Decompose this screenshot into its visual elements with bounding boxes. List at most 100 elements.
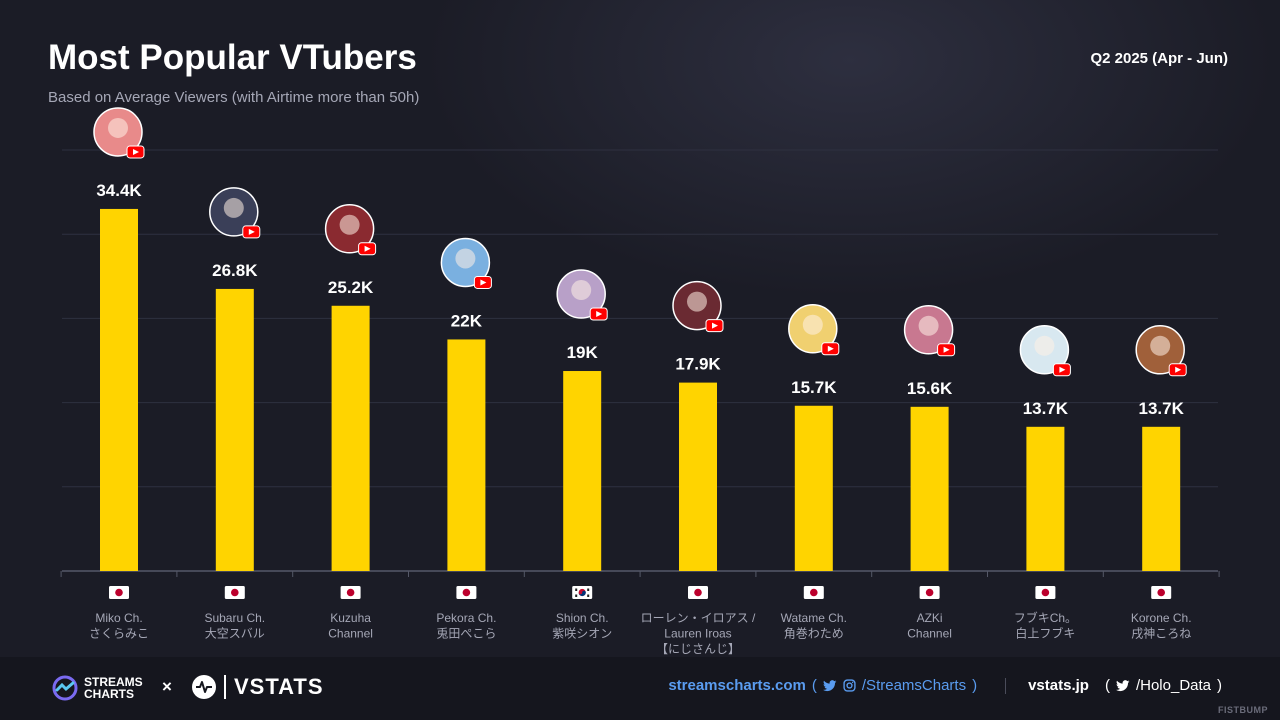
vstats-logo: VSTATS [192, 674, 324, 700]
footer-links: streamscharts.com ( /StreamsCharts ) vst… [668, 677, 1228, 694]
flag-japan-disc [346, 588, 355, 597]
footer: STREAMS CHARTS × VSTATS streamscharts.co… [0, 657, 1280, 720]
data-label: 26.8K [212, 261, 258, 280]
data-label: 13.7K [1139, 399, 1185, 418]
flag-japan-disc [231, 588, 239, 597]
collab-times: × [162, 677, 172, 696]
category-label: 大空スバル [205, 627, 265, 641]
instagram-icon[interactable] [843, 679, 856, 692]
paren-close-vs: ) [1217, 677, 1222, 694]
vstats-url[interactable]: vstats.jp [1028, 677, 1089, 694]
vstats-pulse-icon [192, 675, 216, 699]
youtube-play-icon [712, 322, 718, 329]
category-label: さくらみこ [89, 627, 149, 641]
youtube-play-icon [248, 228, 255, 235]
category-label: Miko Ch. [95, 611, 142, 625]
avatar-face [687, 291, 707, 312]
flag-korea-trigram [575, 594, 578, 597]
data-label: 17.9K [675, 355, 721, 374]
youtube-play-icon [827, 345, 834, 352]
flag-korea-trigram [587, 588, 590, 591]
category-label: Channel [328, 627, 373, 641]
avatar-face [223, 197, 244, 218]
flag-japan-disc [1041, 588, 1050, 597]
flag-japan-disc [1157, 588, 1165, 597]
bar-chart: 34.4K Miko Ch. さくらみこ 26.8K Subaru Ch. 大空スバル 25… [60, 107, 1220, 656]
avatar-face [339, 214, 360, 235]
streams-charts-icon [52, 675, 78, 701]
bar [910, 406, 949, 571]
flag-korea-trigram [587, 594, 590, 597]
category-label: 角巻わため [784, 627, 844, 641]
avatar-face [1034, 335, 1055, 356]
avatar-face [918, 315, 939, 336]
page-subtitle: Based on Average Viewers (with Airtime m… [48, 89, 420, 106]
category-label: 紫咲シオン [552, 626, 612, 641]
category-label: 白上フブキ [1015, 626, 1075, 641]
data-label: 22K [451, 311, 483, 330]
category-label: フブキCh。 [1014, 610, 1077, 625]
flag-japan-disc [115, 588, 123, 597]
vstats-wordmark: VSTATS [234, 674, 324, 699]
youtube-play-icon [364, 245, 371, 252]
paren-open: ( [811, 677, 817, 694]
bar [331, 305, 370, 571]
category-label: ローレン・イロアス / [641, 611, 756, 625]
category-label: Lauren Iroas [664, 627, 731, 641]
flag-korea-trigram [575, 588, 578, 591]
streams-charts-logo: STREAMS CHARTS [52, 673, 143, 703]
category-label: Pekora Ch. [436, 611, 496, 625]
streams-charts-line2: CHARTS [84, 687, 134, 701]
streams-charts-line1: STREAMS [84, 675, 143, 689]
category-label: Watame Ch. [781, 611, 847, 625]
flag-japan-disc [925, 588, 934, 597]
category-label: Korone Ch. [1131, 611, 1192, 625]
streams-charts-url[interactable]: streamscharts.com [668, 677, 806, 694]
vstats-handle[interactable]: /Holo_Data [1135, 677, 1211, 694]
flag-japan-disc [694, 588, 702, 597]
youtube-play-icon [480, 279, 487, 286]
credit-label: FISTBUMP [1218, 705, 1268, 715]
paren-open-vs: ( [1104, 677, 1110, 694]
avatar-face [108, 117, 128, 138]
avatar-face [802, 314, 823, 335]
category-label: Channel [907, 627, 952, 641]
bar [679, 382, 717, 571]
bar [215, 288, 254, 571]
data-label: 13.7K [1023, 399, 1069, 418]
bar [794, 405, 833, 571]
twitter-icon-vs[interactable] [1115, 679, 1130, 692]
avatar-face [571, 280, 592, 301]
avatar-face [1150, 335, 1171, 356]
data-label: 15.6K [907, 379, 953, 398]
paren-close: ) [972, 677, 978, 694]
data-label: 34.4K [96, 181, 142, 200]
category-label: Kuzuha [330, 611, 371, 625]
category-label: 【にじさんじ】 [656, 642, 740, 656]
category-label: AZKi [917, 611, 943, 625]
footer-divider [1005, 677, 1007, 694]
bar [100, 208, 138, 571]
data-label: 15.7K [791, 378, 837, 397]
twitter-icon[interactable] [822, 679, 837, 692]
data-label: 25.2K [328, 278, 374, 297]
youtube-play-icon [1059, 366, 1066, 373]
data-label: 19K [567, 343, 599, 362]
category-label: Shion Ch. [556, 611, 609, 625]
category-label: 兎田ぺこら [436, 627, 496, 641]
flag-korea-yang [578, 590, 586, 597]
bar [447, 339, 486, 571]
category-label: 戌神ころね [1131, 627, 1191, 641]
streams-charts-handle[interactable]: /StreamsCharts [861, 677, 967, 694]
bar [563, 371, 602, 571]
bar [1142, 426, 1181, 571]
youtube-play-icon [1175, 366, 1182, 373]
category-label: Subaru Ch. [204, 611, 265, 625]
vstats-separator [224, 675, 226, 699]
flag-japan-disc [810, 588, 818, 597]
youtube-play-icon [596, 311, 603, 318]
avatar-face [455, 248, 476, 269]
bar [1026, 426, 1065, 571]
page-title: Most Popular VTubers [48, 38, 417, 77]
youtube-play-icon [943, 346, 950, 353]
